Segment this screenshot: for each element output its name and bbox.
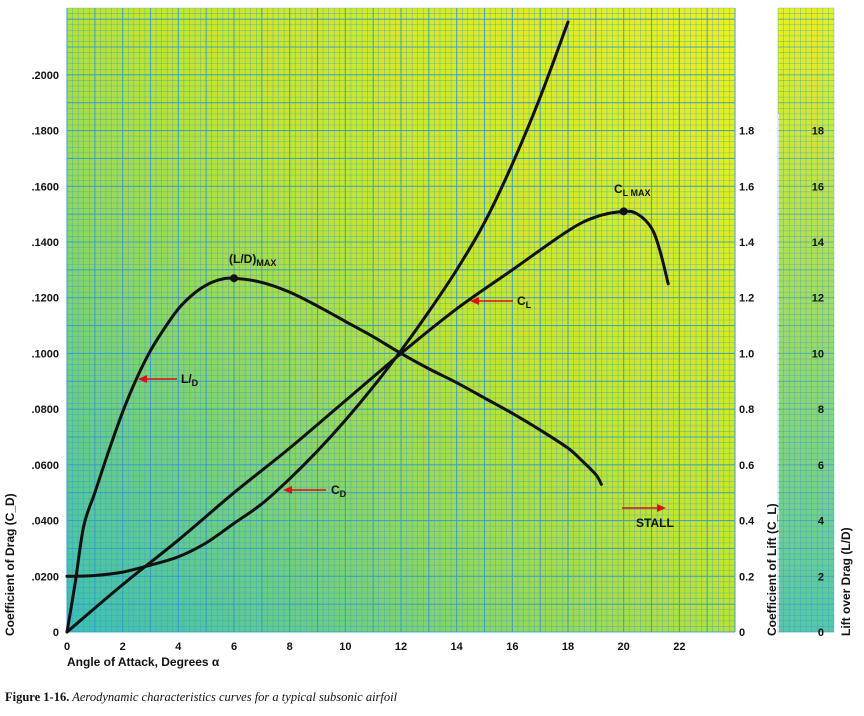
ld-tick-label: 6 <box>818 460 824 472</box>
ld-tick-label: 16 <box>812 181 824 193</box>
cd-tick-label: .0400 <box>31 516 59 528</box>
curves <box>65 20 670 634</box>
x-tick-label: 16 <box>506 641 518 653</box>
arrows <box>138 297 666 512</box>
figure-caption: Figure 1-16. Aerodynamic characteristics… <box>5 690 397 705</box>
cd-tick-label: .1400 <box>31 237 59 249</box>
caption-label: Figure 1-16. <box>5 690 70 704</box>
cl-tick-label: 1.4 <box>739 237 755 249</box>
cd-tick-label: .1200 <box>31 293 59 305</box>
x-tick-label: 10 <box>339 641 351 653</box>
cl-arrow <box>470 297 513 305</box>
cl-pointer-main: C <box>517 294 526 308</box>
ld-arrow <box>138 375 177 383</box>
aerodynamic-chart: 0 2 4 6 8 10 12 14 16 18 20 220.0200.0400.0600.0800… <box>3 7 853 669</box>
ld-pointer-main: L/ <box>181 372 192 386</box>
grid <box>66 7 736 633</box>
ld-tick-label: 8 <box>818 404 824 416</box>
cd-tick-label: .0200 <box>31 571 59 583</box>
cd-pointer-label: CD <box>331 483 347 499</box>
series-line-c-d <box>65 20 570 578</box>
cl-tick-label: 1.8 <box>739 126 754 138</box>
cd-tick-label: 0 <box>53 627 59 639</box>
ld-tick-label: 0 <box>818 627 824 639</box>
ld-pointer-sub: D <box>192 378 199 388</box>
x-tick-label: 22 <box>673 641 685 653</box>
cl-tick-label: 0.4 <box>739 516 755 528</box>
cd-pointer-main: C <box>331 483 340 497</box>
cd-pointer-sub: D <box>340 489 347 499</box>
max-marker <box>619 207 628 216</box>
series-line-l-d <box>65 276 603 634</box>
ld-max-main: (L/D) <box>229 252 256 266</box>
cd-tick-label: .2000 <box>31 70 59 82</box>
cd-tick-label: .1600 <box>31 181 59 193</box>
x-tick-label: 20 <box>618 641 630 653</box>
cd-axis-label: Coefficient of Drag (C_D) <box>3 493 17 636</box>
series-line-c-l <box>65 209 670 634</box>
markers <box>230 207 628 283</box>
cl-label-panel <box>735 114 779 632</box>
x-tick-label: 12 <box>395 641 407 653</box>
cd-tick-label: .1800 <box>31 126 59 138</box>
tick-labels: 0 2 4 6 8 10 12 14 16 18 20 220.0200.0400.0600.0800… <box>31 70 824 653</box>
x-tick-label: 18 <box>562 641 574 653</box>
ld-tick-label: 12 <box>812 293 824 305</box>
x-tick-label: 2 <box>120 641 126 653</box>
cl-tick-label: 0 <box>739 627 745 639</box>
cl-tick-label: 0.6 <box>739 460 754 472</box>
ld-tick-label: 14 <box>812 237 825 249</box>
cl-max-label: CL MAX <box>614 182 651 198</box>
cd-tick-label: .0600 <box>31 460 59 472</box>
x-tick-label: 8 <box>287 641 293 653</box>
ld-tick-label: 2 <box>818 571 824 583</box>
cl-max-sub: L MAX <box>623 188 651 198</box>
x-tick-label: 0 <box>64 641 70 653</box>
x-tick-label: 4 <box>175 641 182 653</box>
ld-max-label: (L/D)MAX <box>229 252 276 268</box>
max-marker <box>230 274 238 283</box>
ld-tick-label: 18 <box>812 126 824 138</box>
cl-pointer-sub: L <box>526 300 532 310</box>
cl-tick-label: 1.6 <box>739 181 754 193</box>
cl-max-main: C <box>614 182 623 196</box>
cl-tick-label: 0.8 <box>739 404 754 416</box>
cd-arrow <box>283 486 326 494</box>
ld-axis-label: Lift over Drag (L/D) <box>839 527 853 636</box>
cl-tick-label: 1.2 <box>739 293 754 305</box>
stall-arrow <box>622 504 666 512</box>
ld-pointer-label: L/D <box>181 372 199 388</box>
cl-axis-label: Coefficient of Lift (C_L) <box>765 503 779 636</box>
x-tick-label: 6 <box>231 641 237 653</box>
curve-annotations: (L/D)MAX CL MAX CL CD L/D STALL <box>181 182 674 530</box>
cd-tick-label: .1000 <box>31 348 59 360</box>
cl-pointer-label: CL <box>517 294 532 310</box>
ld-strip-grid <box>777 7 835 633</box>
caption-text: Aerodynamic characteristics curves for a… <box>69 690 398 704</box>
ld-max-sub: MAX <box>256 258 276 268</box>
cd-tick-label: .0800 <box>31 404 59 416</box>
ld-tick-label: 4 <box>818 516 825 528</box>
stall-label: STALL <box>636 516 674 530</box>
x-axis-label: Angle of Attack, Degrees α <box>67 655 220 669</box>
cl-tick-label: 0.2 <box>739 571 754 583</box>
ld-tick-label: 10 <box>812 348 824 360</box>
cl-tick-label: 1.0 <box>739 348 754 360</box>
x-tick-label: 14 <box>451 641 464 653</box>
